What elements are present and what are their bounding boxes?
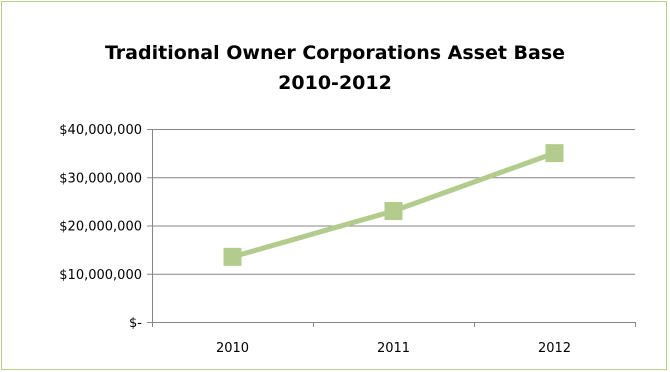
gridlines	[147, 129, 635, 275]
series	[223, 144, 564, 266]
y-tick-label: $20,000,000	[59, 220, 142, 235]
chart-title: Traditional Owner Corporations Asset Bas…	[0, 38, 670, 98]
chart-title-line-1: Traditional Owner Corporations Asset Bas…	[104, 42, 566, 64]
data-point-marker	[223, 247, 242, 266]
y-tick-label: $10,000,000	[59, 268, 142, 283]
chart-title-line-2: 2010-2012	[278, 72, 392, 94]
x-tick-label: 2011	[377, 341, 410, 356]
data-point-marker	[384, 202, 403, 221]
y-axis-tick-labels: $- $10,000,000 $20,000,000 $30,000,000 $40,0…	[59, 123, 142, 331]
x-tick-label: 2010	[216, 341, 249, 356]
y-tick-label: $30,000,000	[59, 171, 142, 186]
axes	[147, 129, 636, 327]
data-point-marker	[545, 144, 564, 163]
y-tick-label: $-	[129, 316, 142, 331]
x-tick-label: 2012	[538, 341, 571, 356]
y-tick-label: $40,000,000	[59, 123, 142, 138]
x-axis-tick-labels: 2010 2011 2012	[216, 341, 571, 356]
